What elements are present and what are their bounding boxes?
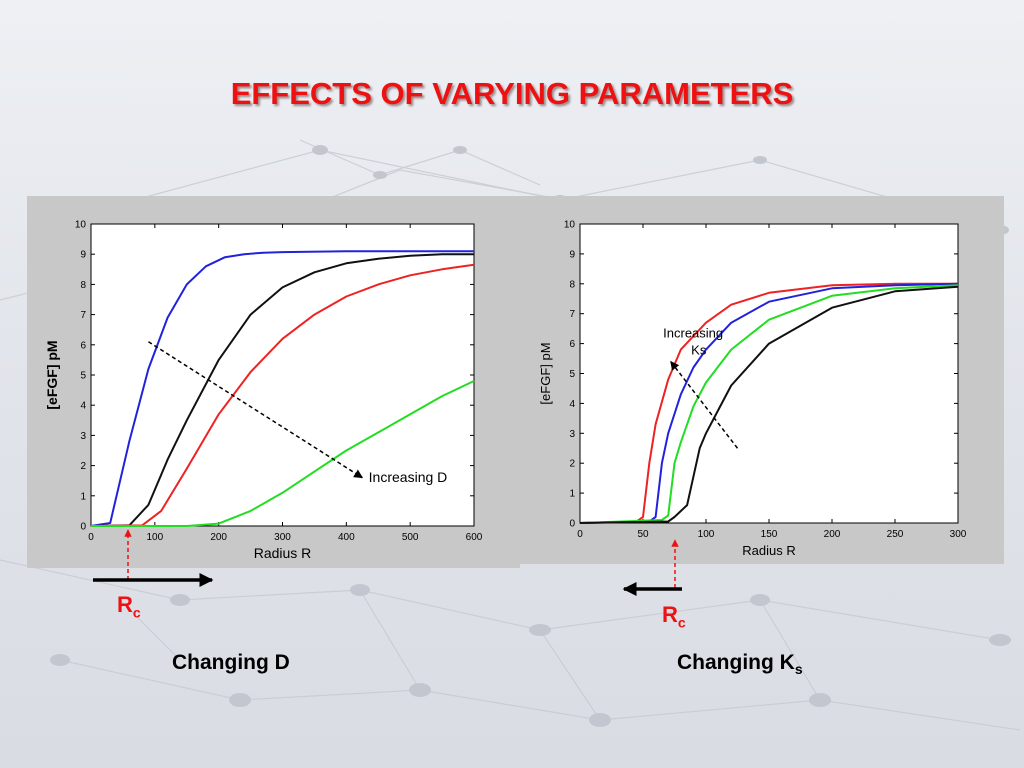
y-tick-label: 4 — [569, 399, 575, 410]
y-tick-label: 6 — [569, 339, 575, 350]
series-line-2 — [90, 253, 474, 527]
x-tick-label: 250 — [887, 529, 904, 540]
annotation-arrow — [670, 360, 739, 449]
x-tick-label: 100 — [146, 532, 163, 543]
x-axis-label: Radius R — [742, 543, 795, 558]
y-tick-label: 5 — [80, 371, 86, 382]
slide-title: EFFECTS OF VARYING PARAMETERS — [230, 76, 794, 111]
annotation-arrow — [148, 341, 364, 479]
rc-right-label: Rc — [662, 602, 686, 631]
y-tick-label: 3 — [569, 429, 575, 440]
y-tick-label: 8 — [80, 280, 86, 291]
y-tick-label: 2 — [569, 459, 575, 470]
y-tick-label: 3 — [80, 431, 86, 442]
y-tick-label: 0 — [569, 519, 575, 530]
series-line-3 — [579, 284, 959, 524]
y-tick-label: 1 — [569, 489, 575, 500]
y-tick-label: 8 — [569, 279, 575, 290]
caption-changing-ks: Changing Ks — [677, 651, 803, 678]
x-tick-label: 300 — [274, 532, 291, 543]
y-tick-label: 10 — [75, 220, 87, 231]
y-tick-label: 9 — [80, 250, 86, 261]
y-tick-label: 1 — [80, 491, 86, 502]
x-tick-label: 400 — [338, 532, 355, 543]
x-tick-label: 150 — [761, 529, 778, 540]
x-tick-label: 500 — [402, 532, 419, 543]
caption-changing-d: Changing D — [172, 651, 290, 674]
y-tick-label: 5 — [569, 369, 575, 380]
y-tick-label: 2 — [80, 461, 86, 472]
y-axis-label: [eFGF] pM — [44, 340, 60, 409]
x-tick-label: 100 — [698, 529, 715, 540]
y-tick-label: 4 — [80, 401, 86, 412]
series-line-3 — [90, 263, 475, 527]
x-tick-label: 200 — [210, 532, 227, 543]
x-tick-label: 300 — [950, 529, 967, 540]
y-tick-label: 0 — [80, 522, 86, 533]
annotation-text: Increasing — [663, 326, 723, 341]
chart-panel-left: 0 100 200 300 400 500 600 0 1 2 3 4 5 6 7 8 9 10 Radius R [… — [27, 196, 520, 568]
x-tick-label: 200 — [824, 529, 841, 540]
x-axis-label: Radius R — [254, 545, 312, 561]
chart-changing-d: 0 100 200 300 400 500 600 0 1 2 3 4 5 6 7 8 9 10 Radius R [… — [44, 220, 483, 562]
annotation-text: Increasing D — [369, 469, 448, 485]
y-tick-label: 9 — [569, 249, 575, 260]
x-tick-label: 50 — [637, 529, 649, 540]
series-line-4 — [579, 285, 959, 524]
y-tick-label: 6 — [80, 340, 86, 351]
plot-area — [579, 223, 959, 524]
series-line-1 — [579, 282, 958, 524]
chart-panel-right: 0 50 100 150 200 250 300 0 1 2 3 4 5 6 7 8 9 10 Radius R [e… — [520, 196, 1004, 564]
y-axis-label: [eFGF] pM — [538, 342, 553, 404]
y-tick-label: 10 — [564, 220, 576, 231]
series-line-2 — [579, 282, 959, 524]
y-tick-label: 7 — [80, 310, 86, 321]
chart-changing-ks: 0 50 100 150 200 250 300 0 1 2 3 4 5 6 7 8 9 10 Radius R [e… — [538, 220, 967, 559]
series-line-4 — [91, 380, 475, 527]
x-tick-label: 0 — [88, 532, 94, 543]
y-tick-label: 7 — [569, 309, 575, 320]
x-tick-label: 600 — [466, 532, 483, 543]
annotation-text: Ks — [691, 343, 707, 358]
series-line-1 — [90, 250, 474, 527]
rc-left-label: Rc — [117, 592, 141, 621]
x-tick-label: 0 — [577, 529, 583, 540]
